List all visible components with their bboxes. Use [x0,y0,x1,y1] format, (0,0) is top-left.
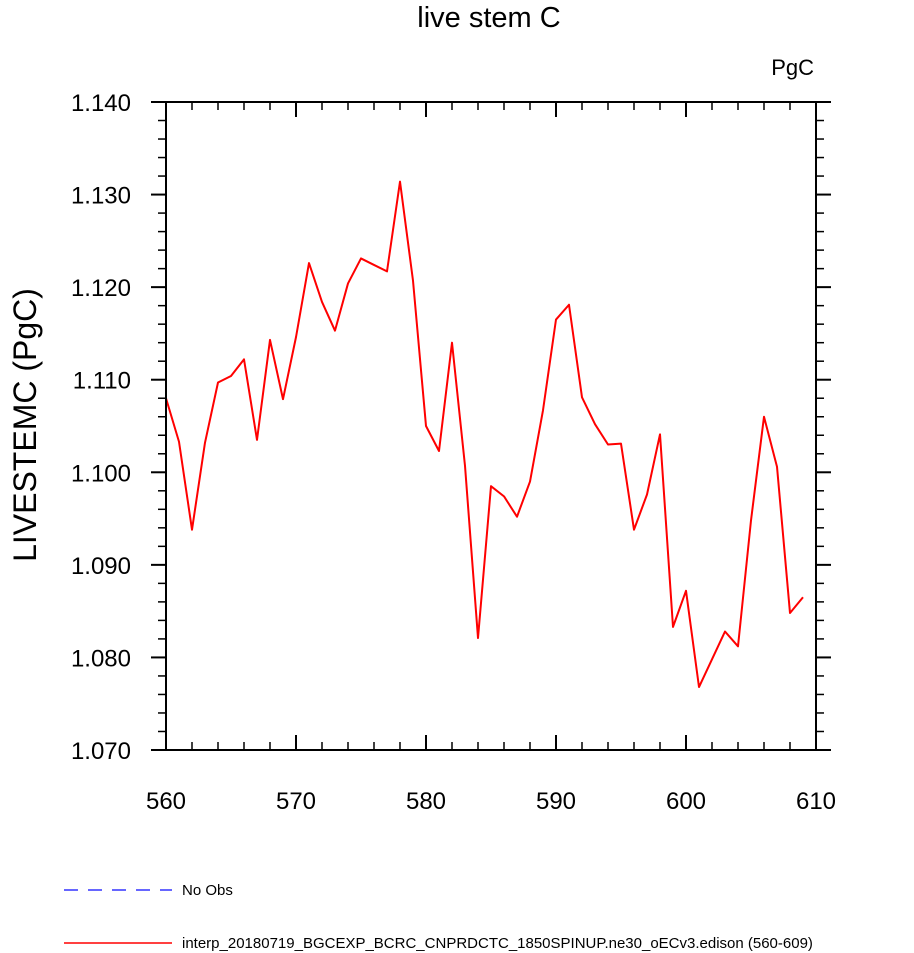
y-tick-label: 1.070 [71,738,131,765]
x-tick-label: 600 [666,788,706,815]
x-tick-label: 570 [276,788,316,815]
y-tick-label: 1.090 [71,553,131,580]
y-tick-label: 1.120 [71,275,131,302]
chart-title: live stem C [417,2,560,34]
axis-ticks: 560 570 580 590 600 610 1.070 1.080 1.090 1.100 1.… [71,90,836,815]
x-tick-label: 560 [146,788,186,815]
y-tick-label: 1.100 [71,460,131,487]
legend: No Obs interp_20180719_BGCEXP_BCRC_CNPRDC… [64,882,813,952]
units-label: PgC [771,55,814,80]
y-tick-label: 1.080 [71,645,131,672]
plot-frame [165,101,817,751]
y-axis-label: LIVESTEMC (PgC) [7,288,43,562]
legend-label: interp_20180719_BGCEXP_BCRC_CNPRDCTC_185… [182,935,813,952]
x-tick-label: 610 [796,788,836,815]
y-tick-label: 1.110 [73,368,131,395]
x-tick-label: 580 [406,788,446,815]
plot-area [165,180,804,689]
series-line [165,180,804,689]
y-tick-label: 1.140 [71,90,131,117]
x-tick-label: 590 [536,788,576,815]
legend-label: No Obs [182,882,233,899]
y-tick-label: 1.130 [71,183,131,210]
